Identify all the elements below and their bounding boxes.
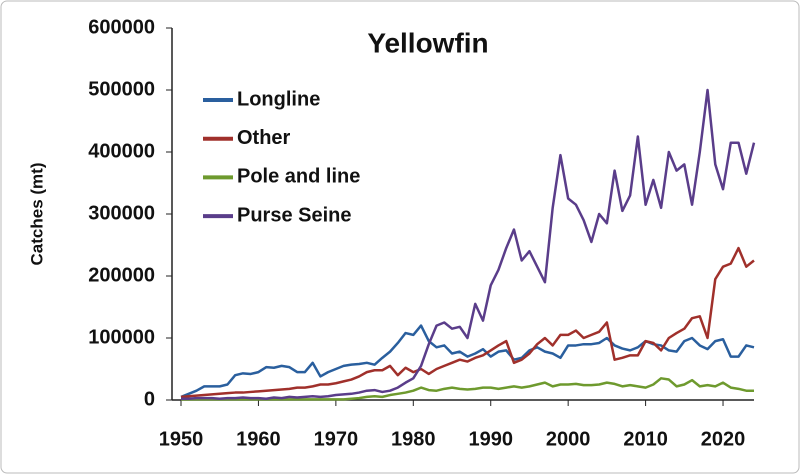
x-tick-label: 1960 [236, 428, 281, 450]
series-line [181, 377, 754, 401]
y-tick-label: 500000 [88, 78, 155, 100]
legend-label: Purse Seine [237, 204, 352, 226]
y-axis-label: Catches (mt) [27, 163, 46, 266]
y-tick-label: 600000 [88, 16, 155, 38]
x-tick-label: 1970 [314, 428, 359, 450]
x-tick-label: 2010 [623, 428, 668, 450]
series-line [180, 324, 755, 399]
y-tick-label: 300000 [88, 202, 155, 224]
legend-label: Longline [237, 88, 320, 110]
x-tick-label: 2000 [546, 428, 591, 450]
x-tick-label: 1950 [159, 428, 204, 450]
series-line [181, 88, 756, 401]
series-line [180, 246, 755, 399]
y-tick-label: 400000 [88, 140, 155, 162]
x-tick-label: 1990 [468, 428, 513, 450]
y-tick-label: 100000 [88, 326, 155, 348]
legend-label: Other [237, 127, 291, 149]
y-tick-label: 0 [144, 388, 155, 410]
x-tick-label: 1980 [391, 428, 436, 450]
y-tick-label: 200000 [88, 264, 155, 286]
legend-label: Pole and line [237, 166, 360, 188]
x-tick-label: 2020 [701, 428, 746, 450]
chart-title: Yellowfin [367, 27, 488, 58]
